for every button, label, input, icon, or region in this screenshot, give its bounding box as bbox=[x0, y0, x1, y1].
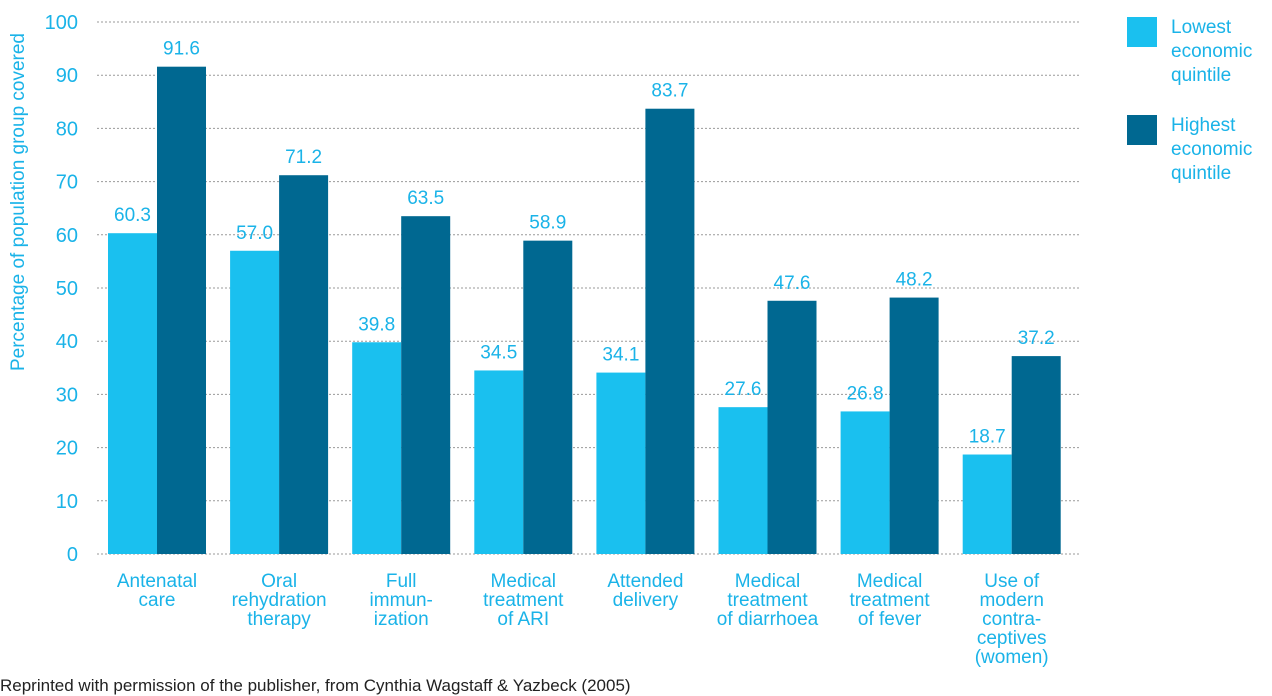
source-note: Reprinted with permission of the publish… bbox=[0, 676, 631, 695]
y-tick-label: 50 bbox=[56, 278, 78, 300]
category-label: Medical treatment of fever bbox=[849, 571, 930, 630]
legend-item-lowest: Lowest economic quintile bbox=[1127, 16, 1267, 88]
bar-lowest bbox=[108, 233, 157, 555]
bar-lowest bbox=[596, 372, 646, 554]
category-label: Medical treatment of diarrhoea bbox=[717, 571, 819, 630]
bar-highest bbox=[523, 240, 573, 555]
data-label: 37.2 bbox=[1018, 328, 1055, 349]
bar-lowest bbox=[962, 454, 1012, 554]
y-axis-label: Percentage of population group covered bbox=[8, 33, 29, 371]
bar-highest bbox=[279, 175, 329, 554]
data-label: 58.9 bbox=[529, 213, 566, 234]
category-label: Antenatal care bbox=[117, 571, 197, 611]
y-axis-ticks: 0 10 20 30 40 50 60 70 80 90 100 bbox=[45, 12, 78, 566]
category-label: Use of modern contra-ceptives (women) bbox=[975, 571, 1049, 668]
y-tick-label: 70 bbox=[56, 172, 78, 194]
bar-highest bbox=[1011, 356, 1061, 554]
data-label: 39.8 bbox=[358, 314, 395, 335]
data-label: 48.2 bbox=[896, 270, 933, 291]
legend-label-lowest: Lowest economic quintile bbox=[1171, 17, 1253, 86]
y-tick-label: 100 bbox=[45, 12, 78, 34]
category-label: Full immun-ization bbox=[370, 571, 433, 630]
legend-item-highest: Highest economic quintile bbox=[1127, 114, 1267, 186]
data-label: 91.6 bbox=[163, 39, 200, 60]
data-label: 18.7 bbox=[969, 427, 1006, 448]
data-labels: 60.3 91.6 57.0 71.2 39.8 63.5 34.5 58.9 34.1 83.7… bbox=[114, 39, 1055, 448]
x-axis-categories: Antenatal care Oral rehydration therapy Full i… bbox=[117, 571, 1049, 668]
legend: Lowest economic quintile Highest economi… bbox=[1127, 16, 1267, 212]
y-tick-label: 80 bbox=[56, 118, 78, 140]
bar-lowest bbox=[840, 411, 890, 554]
bar-lowest bbox=[718, 407, 768, 554]
bar-highest bbox=[401, 216, 451, 554]
data-label: 60.3 bbox=[114, 205, 151, 226]
bar-highest bbox=[157, 66, 206, 555]
data-label: 26.8 bbox=[847, 383, 884, 404]
category-label: Oral rehydration therapy bbox=[232, 571, 327, 630]
data-label: 57.0 bbox=[236, 223, 273, 244]
bar-highest bbox=[645, 108, 695, 554]
y-tick-label: 60 bbox=[56, 225, 78, 247]
data-label: 27.6 bbox=[725, 379, 762, 400]
y-tick-label: 90 bbox=[56, 65, 78, 87]
legend-swatch-highest bbox=[1127, 115, 1157, 145]
y-tick-label: 20 bbox=[56, 438, 78, 460]
data-label: 83.7 bbox=[651, 81, 688, 102]
bar-lowest bbox=[230, 250, 280, 554]
bar-highest bbox=[767, 300, 817, 554]
bar-chart: 0 10 20 30 40 50 60 70 80 90 100 60.3 91.6 57.0 71.2 3… bbox=[8, 12, 1080, 668]
bar-lowest bbox=[474, 370, 524, 554]
y-tick-label: 10 bbox=[56, 491, 78, 513]
y-tick-label: 0 bbox=[67, 544, 78, 566]
category-label: Attended delivery bbox=[607, 571, 683, 611]
data-label: 34.5 bbox=[480, 342, 517, 363]
y-tick-label: 30 bbox=[56, 384, 78, 406]
data-label: 34.1 bbox=[602, 345, 639, 366]
legend-label-highest: Highest economic quintile bbox=[1171, 115, 1253, 184]
category-label: Medical treatment of ARI bbox=[483, 571, 564, 630]
legend-swatch-lowest bbox=[1127, 17, 1157, 47]
bars bbox=[108, 66, 1061, 555]
y-tick-label: 40 bbox=[56, 331, 78, 353]
data-label: 47.6 bbox=[774, 273, 811, 294]
bar-lowest bbox=[352, 342, 402, 554]
data-label: 63.5 bbox=[407, 188, 444, 209]
bar-highest bbox=[889, 297, 939, 554]
data-label: 71.2 bbox=[285, 147, 322, 168]
